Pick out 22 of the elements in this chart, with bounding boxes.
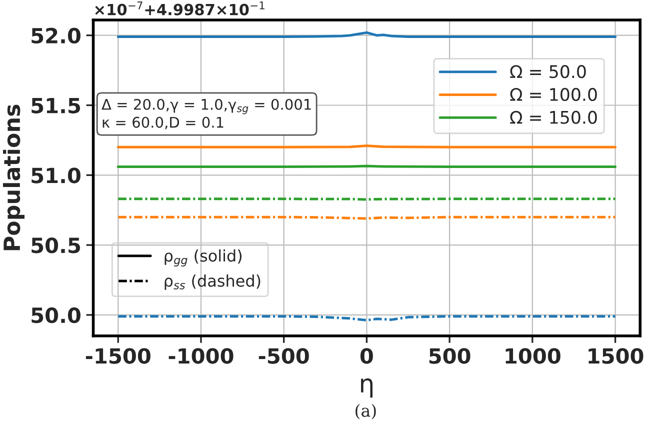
y-tick-label: 51.0 xyxy=(32,168,80,184)
x-tick-label: -1500 xyxy=(86,348,150,364)
y-tick-label: 52.0 xyxy=(32,28,80,44)
x-tick-label: 0 xyxy=(360,348,373,364)
legend-label: Ω = 50.0 xyxy=(510,65,586,78)
y-tick-label: 50.0 xyxy=(32,307,80,324)
y-tick-label: 51.5 xyxy=(32,98,80,114)
x-tick-label: 1000 xyxy=(506,348,560,364)
x-tick-label: 500 xyxy=(429,348,470,364)
annotation: ρ$_{ss}$ (dashed) xyxy=(164,274,260,290)
x-tick-label: -1000 xyxy=(168,348,234,364)
x-tick-label: 1500 xyxy=(588,348,644,364)
text: (a) xyxy=(356,404,376,420)
legend-label: Ω = 150.0 xyxy=(510,110,597,124)
y-tick-label: 50.5 xyxy=(32,238,80,254)
x-axis-title: η xyxy=(361,378,372,398)
text: ×10$^{−7}$+4.9987×10$^{−1}$ xyxy=(95,1,264,16)
annotation: ρ$_{gg}$ (solid) xyxy=(164,249,242,266)
y-axis-title: Populations xyxy=(3,104,25,250)
text: Δ = 20.0,γ = 1.0,γ$_{sg}$ = 0.001 κ = 60.0,D = 0.1 xyxy=(102,98,311,130)
x-tick-label: -500 xyxy=(258,348,309,364)
legend-label: Ω = 100.0 xyxy=(510,88,597,102)
